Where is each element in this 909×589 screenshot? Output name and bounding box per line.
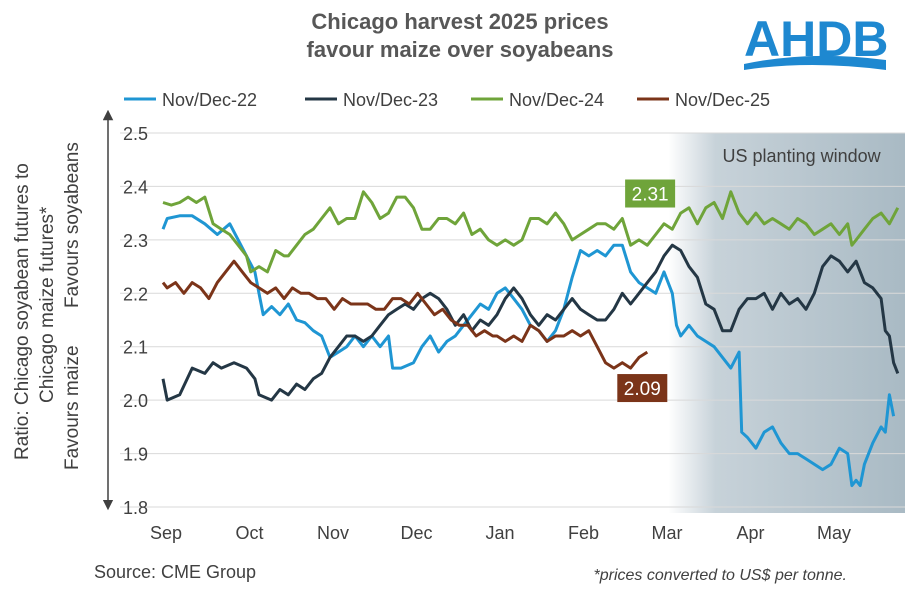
grid	[120, 132, 905, 508]
x-tick-label: Sep	[150, 523, 182, 543]
logo-swoosh	[744, 55, 886, 70]
legend: Nov/Dec-22 Nov/Dec-23 Nov/Dec-24 Nov/Dec-25	[124, 90, 770, 110]
y-tick-label: 2.0	[123, 391, 148, 411]
annotation-label: 2.09	[624, 379, 661, 400]
legend-label: Nov/Dec-24	[509, 90, 604, 110]
chart-title: Chicago harvest 2025 prices favour maize…	[200, 8, 720, 64]
annotation-box	[617, 374, 668, 403]
legend-label: Nov/Dec-22	[162, 90, 257, 110]
annotation-label: 2.31	[632, 185, 669, 206]
y-axis-label-favours-soyabeans: Favours soyabeans	[62, 142, 83, 308]
series-line	[162, 190, 900, 274]
y-axis-label-line-1: Ratio: Chicago soyabean futures to	[12, 163, 33, 460]
y-axis-label-line-2: Chicago maize futures*	[37, 206, 58, 403]
series-line	[161, 259, 649, 370]
x-tick-label: Mar	[652, 523, 683, 543]
title-line-1: Chicago harvest 2025 prices	[311, 9, 609, 34]
y-tick-label: 1.9	[123, 445, 148, 465]
series-lines	[161, 190, 900, 488]
y-tick-label: 1.8	[123, 498, 148, 518]
y-axis: 1.8 1.9 2.0 2.1 2.2 2.3 2.4 2.5	[123, 124, 148, 518]
x-tick-label: Oct	[235, 523, 263, 543]
y-axis-label-group: Ratio: Chicago soyabean futures to Chica…	[10, 115, 58, 515]
series-line	[161, 214, 896, 488]
footnote: *prices converted to US$ per tonne.	[593, 567, 847, 584]
y-tick-label: 2.3	[123, 231, 148, 251]
ahdb-logo: AHDB	[744, 11, 888, 70]
x-tick-label: Dec	[400, 523, 432, 543]
title-line-2: favour maize over soyabeans	[306, 37, 614, 62]
legend-label: Nov/Dec-23	[343, 90, 438, 110]
series-line	[161, 243, 900, 402]
source-note: Source: CME Group	[94, 562, 257, 582]
y-tick-label: 2.4	[123, 177, 148, 197]
annotation-box	[625, 179, 676, 208]
legend-label: Nov/Dec-25	[675, 90, 770, 110]
y-tick-label: 2.2	[123, 284, 148, 304]
x-tick-label: Feb	[568, 523, 599, 543]
y-tick-label: 2.1	[123, 338, 148, 358]
x-tick-label: May	[817, 523, 851, 543]
x-tick-label: Jan	[485, 523, 514, 543]
y-tick-label: 2.5	[123, 124, 148, 144]
annotations: 2.31 2.09	[617, 179, 676, 403]
planting-window-shade	[668, 133, 905, 513]
x-tick-label: Nov	[317, 523, 349, 543]
x-axis: Sep Oct Nov Dec Jan Feb Mar Apr May	[150, 523, 851, 543]
y-axis-label-favours-maize: Favours maize	[62, 345, 83, 470]
planting-window-label: US planting window	[723, 146, 882, 166]
x-tick-label: Apr	[736, 523, 764, 543]
